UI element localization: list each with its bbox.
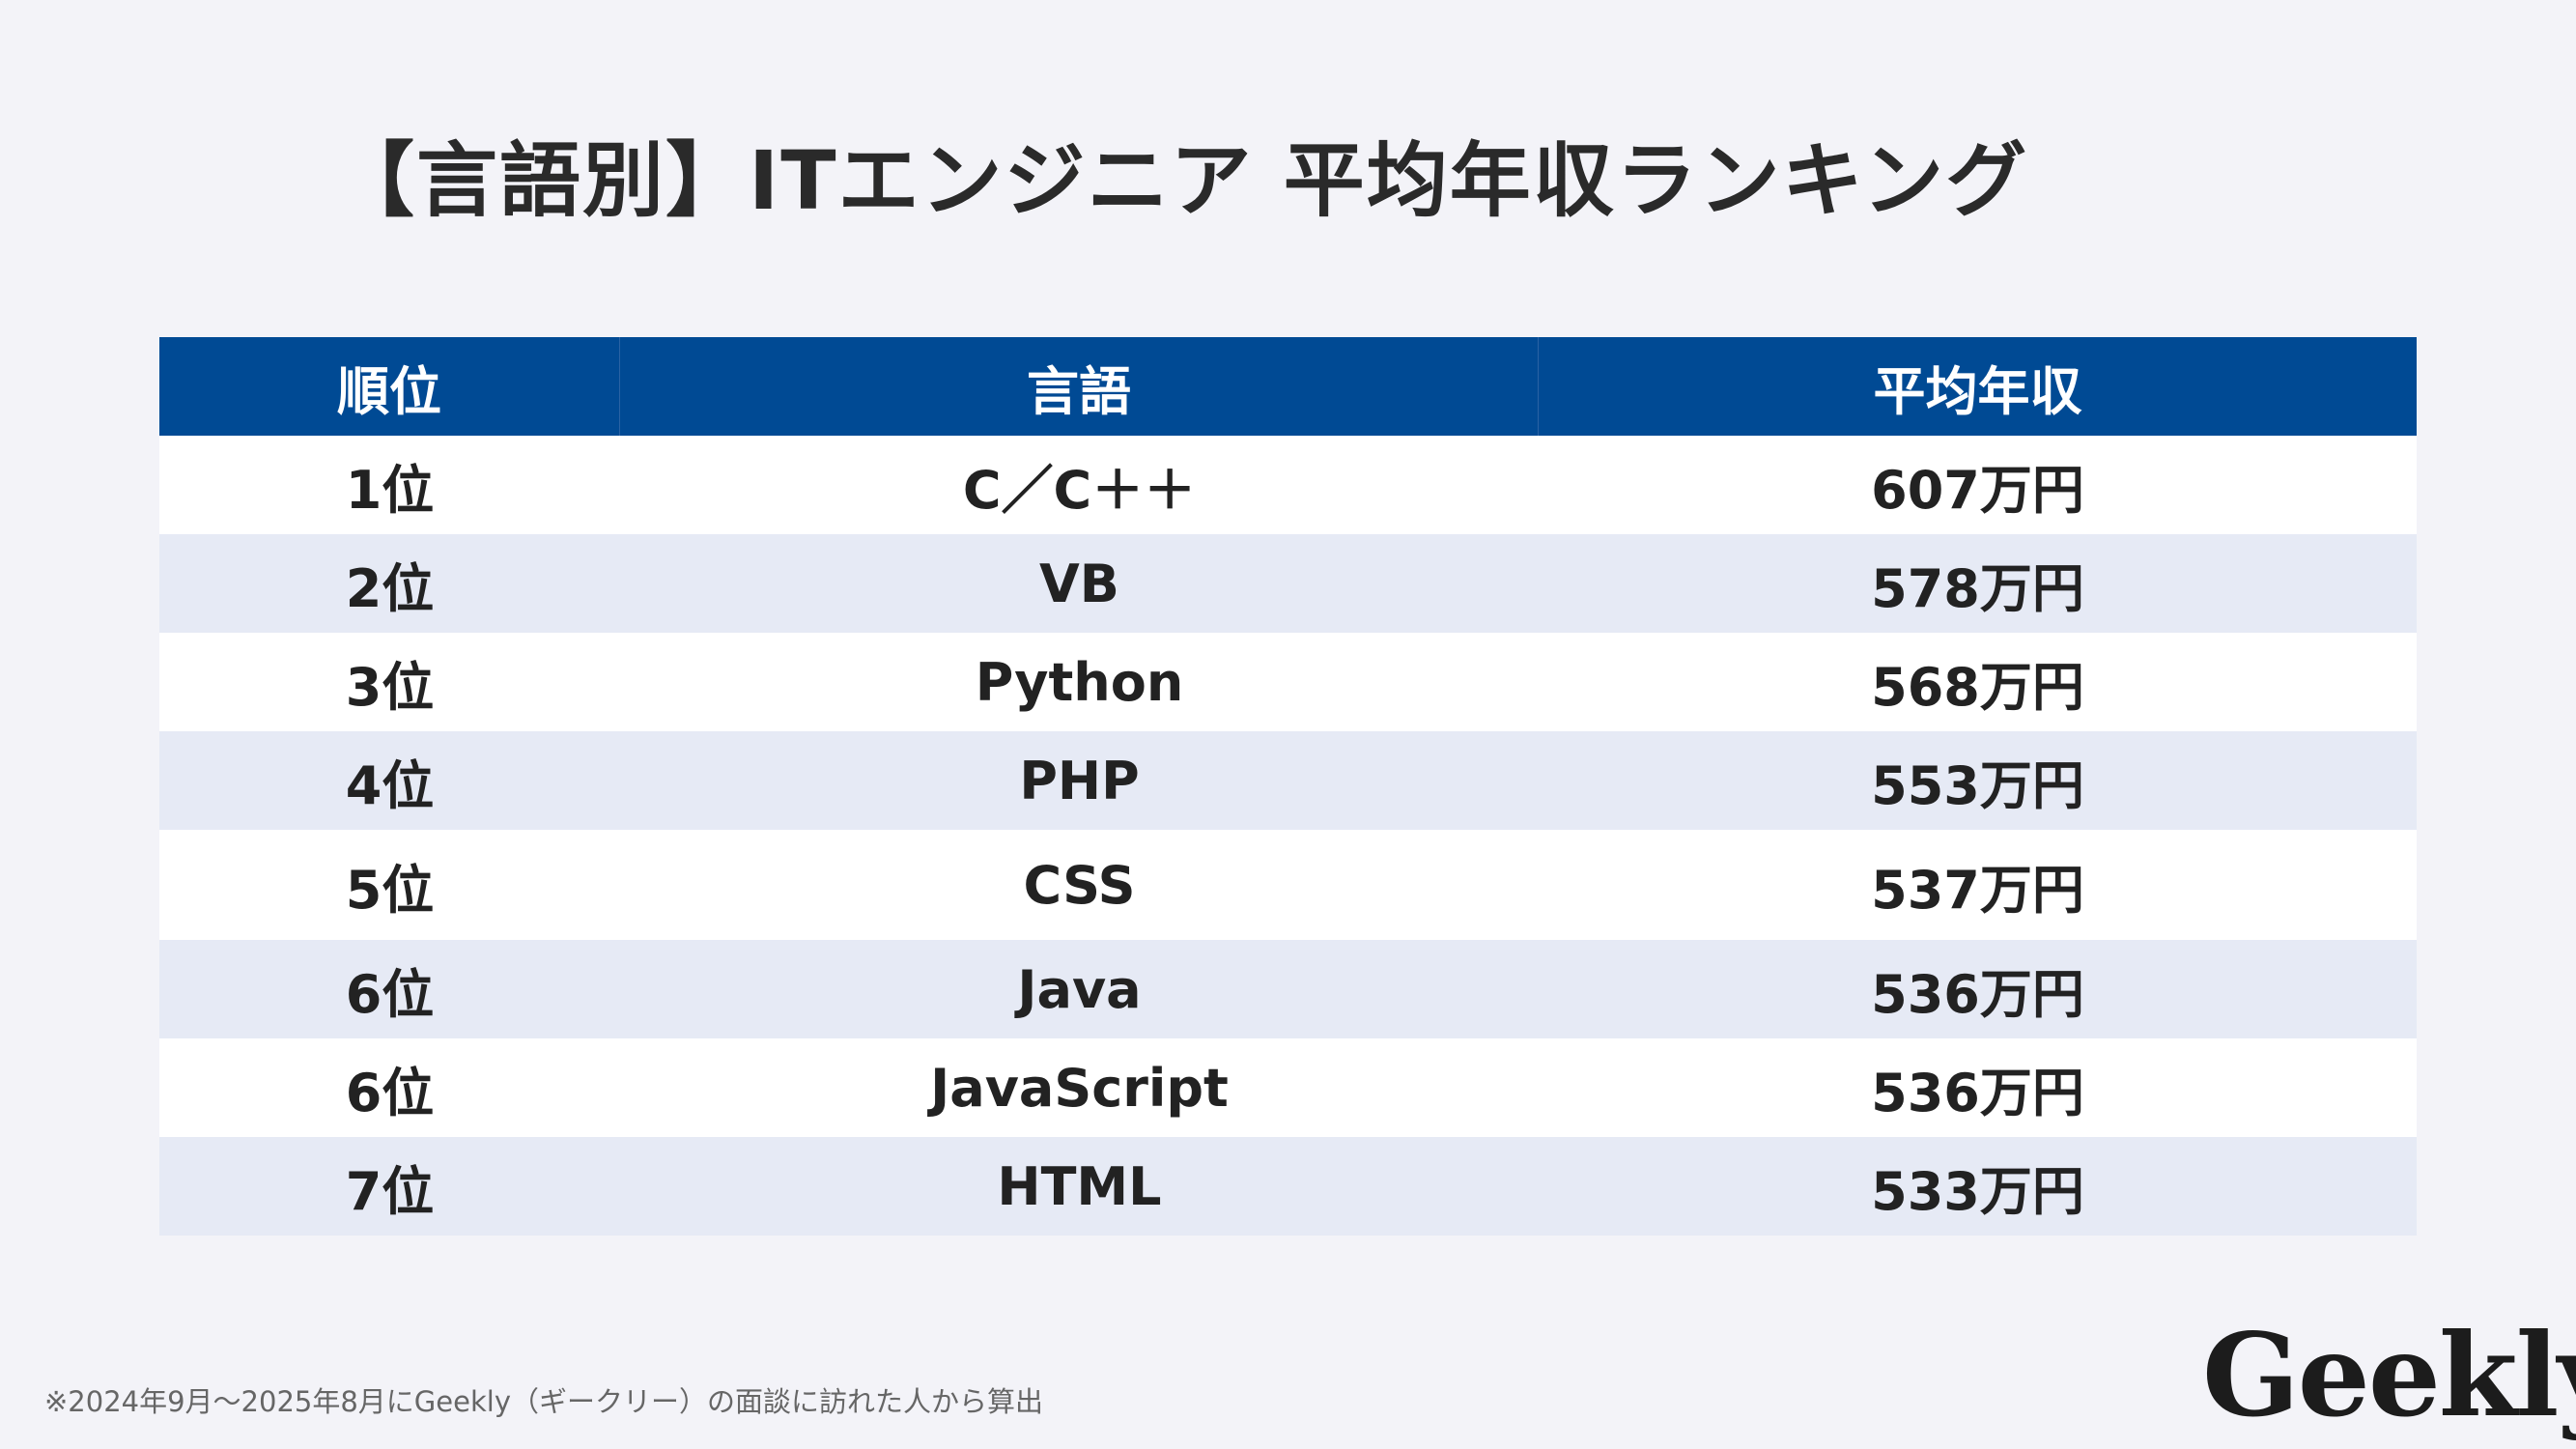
table-row: 6位 JavaScript 536万円 [159, 1038, 2417, 1137]
rank-cell: 2位 [345, 557, 435, 619]
header-rank: 順位 [159, 337, 620, 436]
language-cell: HTML [997, 1155, 1162, 1217]
table-row: 2位 VB 578万円 [159, 534, 2417, 633]
salary-cell: 536万円 [1871, 963, 2084, 1025]
geekly-logo: Geekly [2202, 1308, 2576, 1442]
salary-cell: 568万円 [1871, 656, 2084, 718]
rank-cell: 1位 [345, 459, 435, 521]
salary-cell: 578万円 [1871, 557, 2084, 619]
salary-cell: 537万円 [1871, 859, 2084, 921]
footnote: ※2024年9月～2025年8月にGeekly（ギークリー）の面談に訪れた人から… [44, 1385, 1043, 1418]
table-row: 1位 C／C＋＋ 607万円 [159, 436, 2417, 534]
table-row: 7位 HTML 533万円 [159, 1137, 2417, 1236]
rank-cell: 6位 [345, 963, 435, 1025]
language-cell: PHP [1019, 750, 1140, 811]
rank-cell: 4位 [345, 754, 435, 816]
salary-cell: 553万円 [1871, 754, 2084, 816]
language-cell: CSS [1023, 854, 1136, 916]
rank-cell: 7位 [345, 1160, 435, 1222]
table-row: 5位 CSS 537万円 [159, 830, 2417, 940]
rank-cell: 3位 [345, 656, 435, 718]
table-header: 順位 言語 平均年収 [159, 337, 2417, 436]
table-row: 3位 Python 568万円 [159, 633, 2417, 731]
language-cell: Python [975, 651, 1184, 713]
rank-cell: 6位 [345, 1062, 435, 1123]
salary-cell: 536万円 [1871, 1062, 2084, 1123]
language-cell: VB [1039, 553, 1119, 614]
language-cell: C／C＋＋ [962, 459, 1197, 521]
table-row: 4位 PHP 553万円 [159, 731, 2417, 830]
language-cell: JavaScript [930, 1057, 1229, 1119]
page-title: 【言語別】ITエンジニア 平均年収ランキング [333, 133, 2029, 228]
language-cell: Java [1017, 958, 1142, 1020]
header-language: 言語 [620, 337, 1539, 436]
ranking-table: 順位 言語 平均年収 1位 C／C＋＋ 607万円 2位 VB 578万円 3位… [159, 337, 2417, 1236]
rank-cell: 5位 [345, 859, 435, 921]
header-salary: 平均年収 [1873, 360, 2082, 422]
salary-cell: 533万円 [1871, 1160, 2084, 1222]
table-row: 6位 Java 536万円 [159, 940, 2417, 1038]
salary-cell: 607万円 [1871, 459, 2084, 521]
